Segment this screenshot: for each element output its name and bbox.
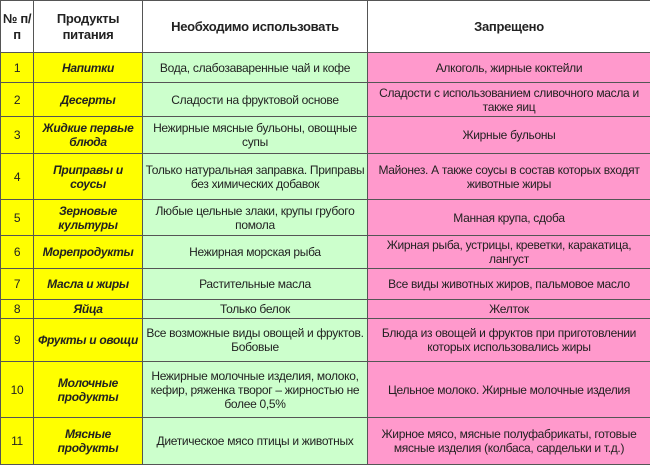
allowed-cell: Растительные масла — [143, 269, 368, 300]
allowed-cell: Вода, слабозаваренные чай и кофе — [143, 53, 368, 83]
allowed-cell: Нежирные мясные бульоны, овощные супы — [143, 117, 368, 154]
product-cell: Напитки — [34, 53, 143, 83]
allowed-cell: Любые цельные злаки, крупы грубого помол… — [143, 200, 368, 236]
product-cell: Масла и жиры — [34, 269, 143, 300]
allowed-cell: Все возможные виды овощей и фруктов. Боб… — [143, 319, 368, 362]
row-number: 3 — [1, 117, 34, 154]
product-cell: Яйца — [34, 300, 143, 319]
row-number: 9 — [1, 319, 34, 362]
forbidden-cell: Сладости с использованием сливочного мас… — [368, 83, 650, 117]
header-num: № п/п — [1, 1, 34, 53]
forbidden-cell: Желток — [368, 300, 650, 319]
product-cell: Фрукты и овощи — [34, 319, 143, 362]
allowed-cell: Нежирные молочные изделия, молоко, кефир… — [143, 362, 368, 418]
forbidden-cell: Алкоголь, жирные коктейли — [368, 53, 650, 83]
row-number: 2 — [1, 83, 34, 117]
product-cell: Морепродукты — [34, 236, 143, 269]
row-number: 6 — [1, 236, 34, 269]
header-allowed: Необходимо использовать — [143, 1, 368, 53]
header-product: Продукты питания — [34, 1, 143, 53]
forbidden-cell: Цельное молоко. Жирные молочные изделия — [368, 362, 650, 418]
allowed-cell: Диетическое мясо птицы и животных — [143, 418, 368, 465]
product-cell: Мясные продукты — [34, 418, 143, 465]
forbidden-cell: Манная крупа, сдоба — [368, 200, 650, 236]
forbidden-cell: Жирные бульоны — [368, 117, 650, 154]
allowed-cell: Только белок — [143, 300, 368, 319]
row-number: 1 — [1, 53, 34, 83]
product-cell: Десерты — [34, 83, 143, 117]
allowed-cell: Только натуральная заправка. Приправы бе… — [143, 154, 368, 200]
forbidden-cell: Блюда из овощей и фруктов при приготовле… — [368, 319, 650, 362]
product-cell: Жидкие первые блюда — [34, 117, 143, 154]
forbidden-cell: Майонез. А также соусы в состав которых … — [368, 154, 650, 200]
row-number: 10 — [1, 362, 34, 418]
row-number: 11 — [1, 418, 34, 465]
row-number: 8 — [1, 300, 34, 319]
row-number: 7 — [1, 269, 34, 300]
row-number: 4 — [1, 154, 34, 200]
row-number: 5 — [1, 200, 34, 236]
forbidden-cell: Жирное мясо, мясные полуфабрикаты, готов… — [368, 418, 650, 465]
forbidden-cell: Жирная рыба, устрицы, креветки, каракати… — [368, 236, 650, 269]
product-cell: Молочные продукты — [34, 362, 143, 418]
forbidden-cell: Все виды животных жиров, пальмовое масло — [368, 269, 650, 300]
allowed-cell: Нежирная морская рыба — [143, 236, 368, 269]
header-forbidden: Запрещено — [368, 1, 650, 53]
header-row: № п/п Продукты питания Необходимо исполь… — [1, 1, 650, 53]
product-cell: Зерновые культуры — [34, 200, 143, 236]
allowed-cell: Сладости на фруктовой основе — [143, 83, 368, 117]
product-cell: Приправы и соусы — [34, 154, 143, 200]
